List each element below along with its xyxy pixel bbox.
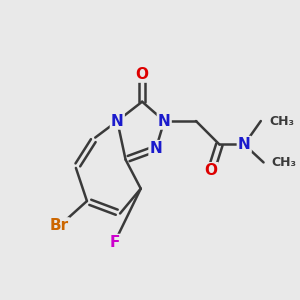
Text: N: N <box>238 137 250 152</box>
Text: O: O <box>205 163 218 178</box>
Text: N: N <box>150 141 162 156</box>
Text: Br: Br <box>50 218 69 233</box>
Text: N: N <box>158 113 171 128</box>
Text: O: O <box>136 67 148 82</box>
Text: N: N <box>111 113 124 128</box>
Text: CH₃: CH₃ <box>272 156 297 169</box>
Text: F: F <box>110 235 120 250</box>
Text: CH₃: CH₃ <box>269 115 294 128</box>
